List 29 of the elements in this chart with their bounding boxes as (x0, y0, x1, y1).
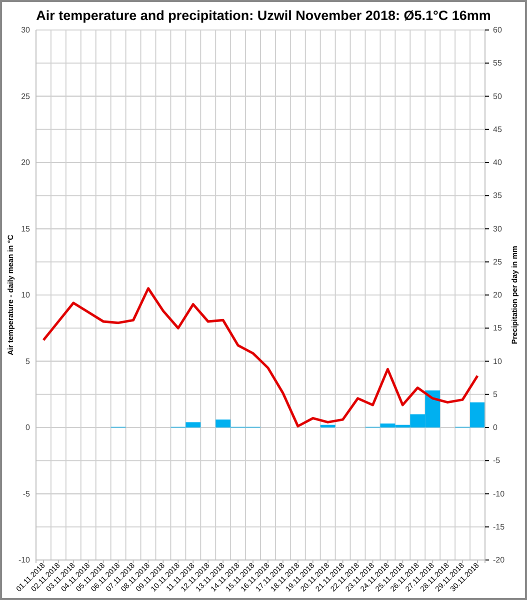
y-tick-label: 5 (26, 356, 31, 366)
y2-tick-label: 10 (493, 356, 502, 366)
y2-tick-label: 5 (493, 390, 498, 399)
y2-tick-label: 50 (493, 92, 502, 101)
y-tick-label: 20 (21, 158, 31, 168)
y2-tick-label: 20 (493, 290, 502, 300)
y2-tick-label: -20 (493, 556, 506, 565)
y2-tick-label: -10 (493, 489, 506, 498)
y2-tick-label: 30 (493, 224, 502, 234)
y-tick-label: 0 (26, 423, 31, 432)
y-tick-label: -5 (22, 489, 31, 498)
y-tick-label: 25 (21, 92, 31, 101)
y2-tick-label: 0 (493, 423, 498, 432)
y-tick-label: 15 (21, 224, 31, 234)
y-tick-label: -10 (18, 556, 31, 565)
y2-tick-label: 55 (493, 58, 502, 68)
chart-title: Air temperature and precipitation: Uzwil November 2018: Ø5.1°C 16mm (36, 8, 491, 23)
y2-tick-label: 40 (493, 158, 502, 168)
y2-tick-label: -5 (493, 456, 501, 466)
y2-tick-label: 60 (493, 26, 502, 35)
y2-tick-label: 25 (493, 257, 502, 266)
bar (320, 424, 336, 428)
y2-tick-label: 15 (493, 324, 502, 333)
y-tick-label: 10 (21, 290, 31, 300)
y2-tick-label: -15 (493, 522, 506, 532)
line-series (42, 287, 479, 428)
y-tick-label: 30 (21, 26, 31, 35)
y2-tick-label: 45 (493, 124, 502, 134)
y2-tick-label: 35 (493, 191, 502, 200)
